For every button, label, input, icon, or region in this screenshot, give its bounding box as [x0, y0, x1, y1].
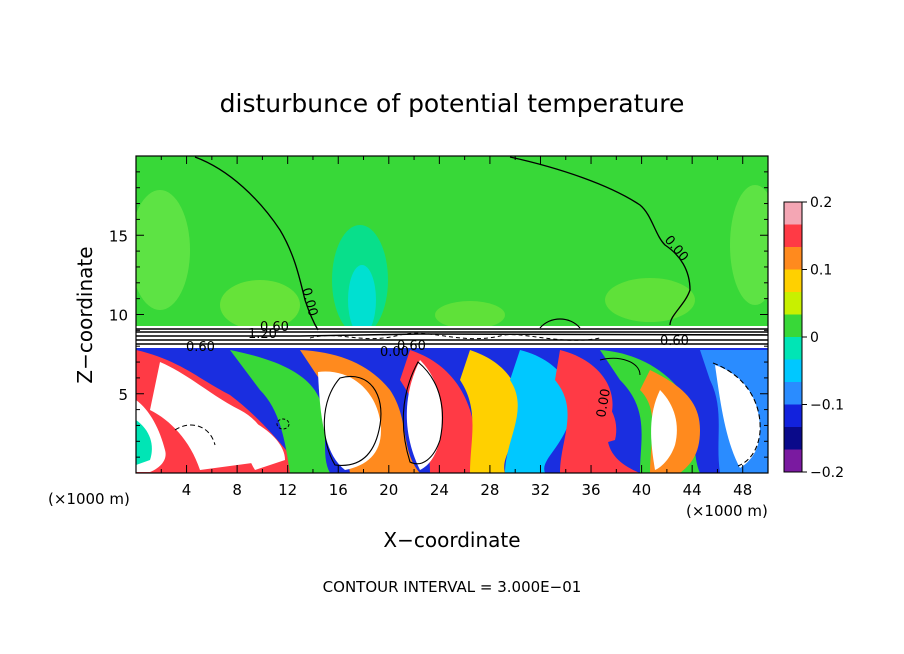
x-tick-label: 48 [733, 481, 752, 499]
colorbar-tick-label: 0.2 [810, 195, 832, 211]
colorbar-tick-label: 0 [810, 330, 819, 346]
x-tick-label: 16 [329, 481, 348, 499]
colorbar [783, 201, 803, 473]
x-unit-left: (×1000 m) [48, 490, 130, 508]
y-axis: 5 10 15 [109, 171, 768, 458]
contour-label: 0.00 [594, 388, 614, 419]
colorbar-swatch [784, 382, 802, 405]
chart-title: disturbunce of potential temperature [220, 89, 685, 118]
x-axis-label: X−coordinate [383, 528, 520, 552]
plot-area [136, 156, 768, 473]
y-tick-label: 15 [109, 227, 128, 245]
contour-labels: 0.00 0.00 0.00 1.20 0.60 0.60 0.60 0.00 … [186, 233, 691, 419]
contour-interval-note: CONTOUR INTERVAL = 3.000E−01 [323, 578, 582, 596]
x-axis: 4 8 12 16 20 24 28 32 36 40 44 48 [160, 156, 752, 499]
colorbar-tick-label: −0.1 [810, 398, 844, 414]
colorbar-swatch [784, 359, 802, 383]
colorbar-swatch [784, 292, 802, 315]
colorbar-labels: 0.2 0.1 0 −0.1 −0.2 [802, 195, 844, 481]
x-tick-label: 8 [232, 481, 242, 499]
x-tick-label: 12 [278, 481, 297, 499]
contour-label: 0.60 [186, 340, 215, 355]
y-axis-label: Z−coordinate [73, 246, 97, 383]
colorbar-swatch [784, 202, 802, 225]
x-tick-label: 20 [379, 481, 398, 499]
x-tick-label: 44 [683, 481, 702, 499]
colorbar-swatch [784, 337, 802, 360]
colorbar-tick-label: −0.2 [810, 465, 844, 481]
y-tick-label: 10 [109, 307, 128, 325]
x-tick-label: 40 [632, 481, 651, 499]
x-unit-right: (×1000 m) [686, 502, 768, 520]
contour-label: 1.20 [248, 327, 277, 342]
colorbar-swatch [784, 314, 802, 338]
x-tick-label: 4 [182, 481, 192, 499]
contour-label: 0.60 [660, 334, 689, 349]
colorbar-swatch [784, 247, 802, 270]
x-tick-label: 24 [430, 481, 449, 499]
contour-label: 0.00 [298, 286, 320, 318]
colorbar-swatch [784, 404, 802, 428]
colorbar-swatch [784, 427, 802, 450]
contour-label: 0.60 [260, 320, 289, 335]
colorbar-swatch [784, 269, 802, 293]
contour-label: 0.00 [380, 345, 409, 360]
colorbar-swatch [784, 224, 802, 248]
x-tick-label: 36 [581, 481, 600, 499]
x-tick-label: 32 [531, 481, 550, 499]
colorbar-swatch [784, 449, 802, 473]
y-tick-label: 5 [118, 386, 128, 404]
contour-label: 0.60 [397, 339, 426, 354]
colorbar-tick-label: 0.1 [810, 263, 832, 279]
x-tick-label: 28 [480, 481, 499, 499]
